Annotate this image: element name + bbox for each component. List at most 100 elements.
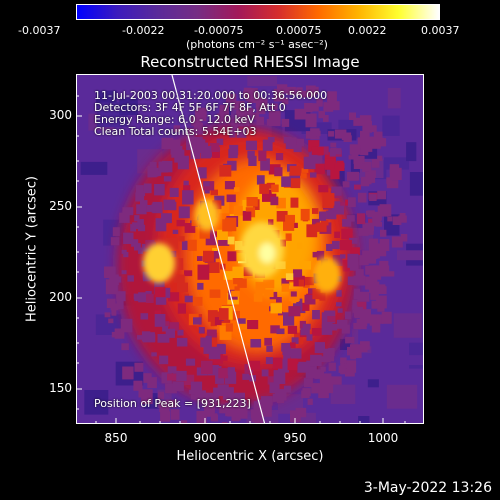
- emission-pixel: [268, 219, 274, 225]
- emission-pixel: [191, 116, 202, 126]
- emission-pixel: [338, 365, 346, 373]
- emission-pixel: [274, 389, 287, 401]
- emission-pixel: [312, 310, 320, 320]
- emission-pixel: [234, 286, 240, 292]
- background-patch: [330, 384, 356, 404]
- emission-pixel: [301, 390, 310, 399]
- emission-pixel: [366, 223, 374, 232]
- emission-pixel: [311, 328, 322, 336]
- emission-pixel: [227, 251, 237, 262]
- emission-pixel: [255, 281, 266, 294]
- emission-pixel: [143, 373, 152, 383]
- x-tick-label: 950: [283, 431, 307, 445]
- emission-pixel: [209, 289, 221, 298]
- emission-pixel: [276, 197, 286, 209]
- emission-pixel: [201, 360, 213, 374]
- emission-pixel: [146, 293, 154, 303]
- emission-pixel: [205, 335, 212, 341]
- emission-pixel: [264, 289, 274, 297]
- emission-pixel: [184, 374, 195, 385]
- emission-pixel: [365, 265, 373, 275]
- emission-pixel: [193, 317, 202, 325]
- emission-pixel: [328, 323, 338, 331]
- emission-pixel: [328, 348, 335, 357]
- emission-pixel: [310, 354, 322, 367]
- y-tick-label: 150: [49, 381, 72, 395]
- emission-pixel: [219, 105, 229, 118]
- background-patch: [358, 416, 370, 423]
- emission-pixel: [248, 93, 259, 103]
- emission-pixel: [105, 279, 118, 295]
- emission-pixel: [196, 411, 207, 423]
- y-tick-label: 250: [49, 199, 72, 213]
- emission-pixel: [285, 273, 294, 280]
- emission-pixel: [392, 216, 402, 225]
- emission-pixel: [276, 395, 285, 404]
- emission-pixel: [357, 291, 370, 302]
- emission-pixel: [109, 274, 119, 286]
- emission-pixel: [378, 286, 387, 294]
- emission-pixel: [303, 276, 314, 286]
- emission-pixel: [380, 229, 387, 237]
- emission-pixel: [170, 146, 179, 155]
- emission-pixel: [177, 155, 189, 170]
- emission-pixel: [219, 200, 230, 214]
- emission-pixel: [371, 323, 381, 333]
- emission-pixel: [121, 249, 127, 254]
- emission-pixel: [290, 178, 301, 189]
- background-patch: [271, 124, 283, 141]
- emission-pixel: [376, 295, 387, 309]
- emission-pixel: [219, 404, 230, 414]
- emission-pixel: [178, 206, 190, 219]
- emission-pixel: [237, 278, 247, 288]
- background-patch: [367, 379, 379, 388]
- emission-pixel: [227, 160, 237, 171]
- emission-pixel: [159, 401, 170, 412]
- emission-pixel: [169, 322, 179, 331]
- emission-pixel: [283, 353, 293, 362]
- emission-pixel: [262, 139, 273, 151]
- emission-pixel: [162, 321, 170, 328]
- emission-pixel: [353, 160, 363, 169]
- emission-pixel: [212, 200, 222, 210]
- emission-pixel: [163, 176, 172, 182]
- emission-pixel: [236, 129, 247, 138]
- emission-pixel: [389, 164, 400, 174]
- emission-pixel: [323, 376, 333, 386]
- emission-pixel: [359, 309, 371, 324]
- emission-pixel: [116, 300, 124, 310]
- emission-pixel: [211, 414, 218, 422]
- emission-pixel: [193, 296, 203, 306]
- emission-pixel: [219, 308, 229, 320]
- emission-pixel: [281, 118, 290, 127]
- emission-pixel: [356, 301, 367, 312]
- emission-pixel: [134, 243, 141, 251]
- emission-pixel: [303, 156, 316, 170]
- emission-pixel: [119, 212, 130, 223]
- emission-pixel: [353, 156, 365, 164]
- emission-pixel: [156, 170, 162, 177]
- emission-pixel: [271, 184, 279, 193]
- emission-pixel: [242, 274, 250, 279]
- emission-pixel: [332, 240, 340, 250]
- emission-pixel: [318, 185, 329, 193]
- emission-pixel: [334, 162, 345, 171]
- rhessi-image-panel: [76, 74, 424, 424]
- emission-pixel: [137, 219, 144, 227]
- emission-pixel: [372, 243, 381, 249]
- emission-pixel: [316, 222, 327, 232]
- emission-pixel: [289, 165, 301, 176]
- background-patch: [409, 172, 423, 196]
- emission-pixel: [258, 97, 264, 103]
- emission-pixel: [138, 224, 146, 232]
- emission-pixel: [331, 186, 342, 196]
- emission-pixel: [228, 149, 238, 159]
- emission-pixel: [135, 185, 144, 194]
- emission-pixel: [276, 211, 288, 222]
- emission-pixel: [183, 180, 189, 186]
- emission-pixel: [123, 252, 129, 258]
- emission-pixel: [330, 169, 340, 180]
- emission-pixel: [368, 255, 377, 264]
- emission-pixel: [302, 302, 310, 311]
- emission-pixel: [247, 320, 259, 330]
